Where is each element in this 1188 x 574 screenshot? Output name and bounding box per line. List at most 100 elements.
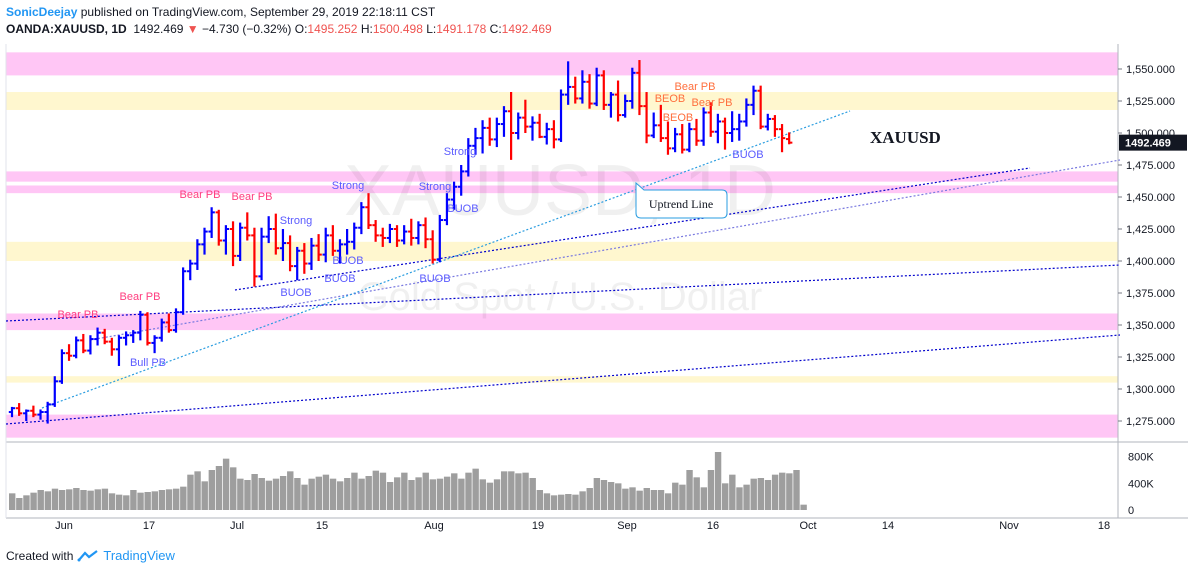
volume-bar xyxy=(672,482,679,510)
volume-bar xyxy=(201,481,208,510)
price-chart[interactable]: XAUUSD, 1D Gold Spot / U.S. Dollar Bear … xyxy=(0,0,1188,548)
volume-bar xyxy=(30,492,37,510)
annotation-label: Strong xyxy=(444,146,476,158)
volume-bar xyxy=(736,487,743,510)
volume-bar xyxy=(180,486,187,510)
price-tick-label: 1,400.000 xyxy=(1126,256,1175,268)
price-tick-label: 1,525.000 xyxy=(1126,96,1175,108)
ohlc-bar xyxy=(194,239,201,270)
ohlc-bar xyxy=(179,267,187,315)
ohlc-bar xyxy=(379,227,386,247)
ohlc-bar xyxy=(87,335,94,355)
watermark-subtitle: Gold Spot / U.S. Dollar xyxy=(358,275,763,319)
trend-lines xyxy=(5,110,1121,425)
ohlc-bar xyxy=(650,112,657,139)
ohlc-bar xyxy=(208,207,215,238)
ohlc-bar xyxy=(258,227,265,281)
volume-bar xyxy=(536,490,544,510)
volume-bar xyxy=(408,480,415,510)
ohlc-bar xyxy=(158,318,165,342)
ohlc-bar xyxy=(236,222,244,261)
volume-bar xyxy=(123,495,130,510)
volume-bar xyxy=(422,472,429,510)
volume-bar xyxy=(629,487,636,510)
volume-bar xyxy=(287,471,294,510)
ohlc-bar xyxy=(736,113,743,141)
zone-4 xyxy=(6,241,1118,261)
volume-bars xyxy=(9,452,807,510)
volume-bar xyxy=(222,458,230,510)
ohlc-bar xyxy=(30,405,37,418)
date-tick-label: Jul xyxy=(230,520,244,532)
date-tick-label: 19 xyxy=(532,520,544,532)
volume-bar xyxy=(786,473,793,510)
volume-bar xyxy=(436,478,444,510)
annotation-label: Bear PB xyxy=(232,191,273,203)
volume-bar xyxy=(693,477,700,510)
chart-header: SonicDeejay published on TradingView.com… xyxy=(6,4,552,38)
annotation-label: BUOB xyxy=(419,273,450,285)
price-tick-label: 1,300.000 xyxy=(1126,384,1175,396)
ohlc-bar xyxy=(750,85,757,116)
axes xyxy=(5,44,1188,519)
ohlc-bar xyxy=(486,117,493,146)
ohlc-bar xyxy=(422,217,429,249)
volume-bar xyxy=(486,482,494,510)
ohlc-bar xyxy=(436,214,443,263)
price-tick-label: 1,550.000 xyxy=(1126,64,1175,76)
ohlc-bar xyxy=(365,193,372,229)
ohlc-bar xyxy=(465,138,472,177)
annotation-label: BUOB xyxy=(332,255,363,267)
volume-bar xyxy=(593,478,601,510)
author-link[interactable]: SonicDeejay xyxy=(6,5,78,19)
volume-bar xyxy=(607,482,615,510)
volume-bar xyxy=(508,471,515,510)
ohlc-bar xyxy=(714,113,722,144)
ohlc-bar xyxy=(115,335,123,366)
ohlc-bar xyxy=(778,124,786,153)
ohlc-bars xyxy=(8,60,793,424)
price-axis[interactable]: 1,275.000 1,300.000 1,325.000 1,350.000 1,37… xyxy=(1118,64,1187,517)
volume-bar xyxy=(9,493,16,510)
ohlc-bar xyxy=(507,92,515,160)
ohlc-bar xyxy=(23,409,30,421)
ohlc-bar xyxy=(443,193,451,226)
ohlc-bar xyxy=(336,239,344,264)
ohlc-bar xyxy=(265,216,272,244)
ohlc-bar xyxy=(244,212,251,241)
ohlc-bar xyxy=(37,409,44,420)
price-tick-label: 1,325.000 xyxy=(1126,352,1175,364)
volume-bar xyxy=(793,470,800,510)
last-price-label: 1492.469 xyxy=(1125,138,1171,150)
ohlc-bar xyxy=(586,74,593,109)
volume-bar xyxy=(800,504,807,510)
volume-bar xyxy=(472,468,479,510)
annotation-label: Bear PB xyxy=(58,309,99,321)
volume-bar xyxy=(73,488,80,510)
ohlc-bar xyxy=(636,60,643,116)
annotation-label: Bear PB xyxy=(692,97,733,109)
volume-bar xyxy=(451,473,458,510)
tradingview-brand[interactable]: TradingView xyxy=(103,548,175,563)
volume-bar xyxy=(144,492,151,510)
volume-bar xyxy=(329,478,337,510)
volume-bar xyxy=(230,467,237,510)
volume-tick-label: 800K xyxy=(1128,452,1154,464)
ohlc-bar xyxy=(400,225,408,245)
ohlc-bar xyxy=(450,181,458,210)
volume-bar xyxy=(344,478,351,510)
ohlc-bar xyxy=(785,132,793,145)
date-axis[interactable]: Jun 17 Jul 15 Aug 19 Sep 16 Oct 14 Nov 18 xyxy=(55,520,1110,532)
ohlc-bar xyxy=(101,328,108,345)
ohlc-bar xyxy=(457,165,465,196)
volume-bar xyxy=(500,471,508,510)
ohlc-bar xyxy=(358,202,365,235)
zone-0 xyxy=(6,52,1118,76)
volume-bar xyxy=(615,483,622,510)
volume-bar xyxy=(657,490,665,510)
ohlc-bar xyxy=(707,102,714,137)
annotation-label: BUOB xyxy=(280,287,311,299)
annotation-label: Strong xyxy=(419,181,451,193)
volume-bar xyxy=(750,478,757,510)
ohlc-bar xyxy=(757,85,764,130)
